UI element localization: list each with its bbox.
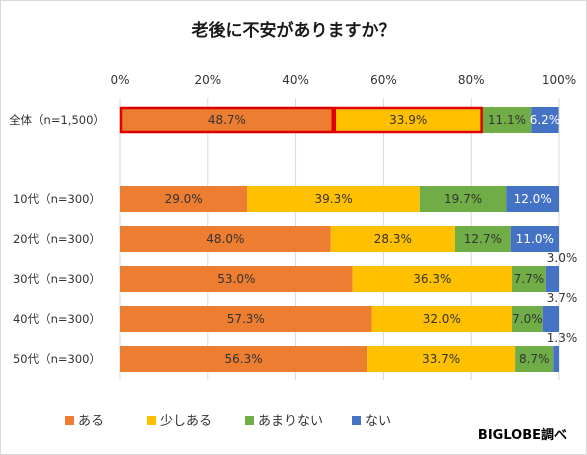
data-label: 19.7%: [444, 192, 482, 206]
legend-swatch: [147, 416, 156, 425]
data-label: 6.2%: [530, 113, 561, 127]
data-label: 56.3%: [225, 352, 263, 366]
data-label: 28.3%: [374, 232, 412, 246]
data-label: 3.7%: [547, 291, 578, 305]
bar-segment: [546, 266, 559, 292]
bar-segment: [553, 346, 559, 372]
data-label: 12.7%: [464, 232, 502, 246]
category-label: 10代（n=300）: [13, 192, 101, 206]
data-label: 48.7%: [208, 113, 246, 127]
x-tick-label: 100%: [542, 73, 576, 87]
data-label: 57.3%: [227, 312, 265, 326]
data-label: 3.0%: [547, 251, 578, 265]
bar-segment: [543, 306, 559, 332]
data-label: 1.3%: [547, 331, 578, 345]
x-tick-label: 60%: [370, 73, 397, 87]
data-label: 33.9%: [389, 113, 427, 127]
data-label: 32.0%: [423, 312, 461, 326]
data-label: 7.7%: [514, 272, 545, 286]
category-label: 50代（n=300）: [13, 352, 101, 366]
legend-swatch: [352, 416, 361, 425]
data-label: 8.7%: [519, 352, 550, 366]
data-label: 11.1%: [488, 113, 526, 127]
category-label: 30代（n=300）: [13, 272, 101, 286]
x-tick-label: 0%: [110, 73, 129, 87]
legend-label: 少しある: [160, 414, 212, 429]
data-label: 29.0%: [165, 192, 203, 206]
x-tick-label: 20%: [194, 73, 221, 87]
data-label: 39.3%: [315, 192, 353, 206]
source-label: BIGLOBE調べ: [478, 424, 567, 443]
legend-swatch: [65, 416, 74, 425]
legend-label: ある: [78, 414, 104, 429]
data-label: 11.0%: [516, 232, 554, 246]
data-label: 33.7%: [422, 352, 460, 366]
x-tick-label: 40%: [282, 73, 309, 87]
category-label: 全体（n=1,500）: [9, 113, 105, 127]
category-label: 40代（n=300）: [13, 312, 101, 326]
legend-swatch: [245, 416, 254, 425]
legend-label: ない: [365, 414, 391, 429]
legend-label: あまりない: [258, 414, 323, 429]
data-label: 7.0%: [512, 312, 543, 326]
data-label: 48.0%: [206, 232, 244, 246]
data-label: 12.0%: [514, 192, 552, 206]
category-label: 20代（n=300）: [13, 232, 101, 246]
data-label: 53.0%: [217, 272, 255, 286]
x-tick-label: 80%: [458, 73, 485, 87]
data-label: 36.3%: [413, 272, 451, 286]
